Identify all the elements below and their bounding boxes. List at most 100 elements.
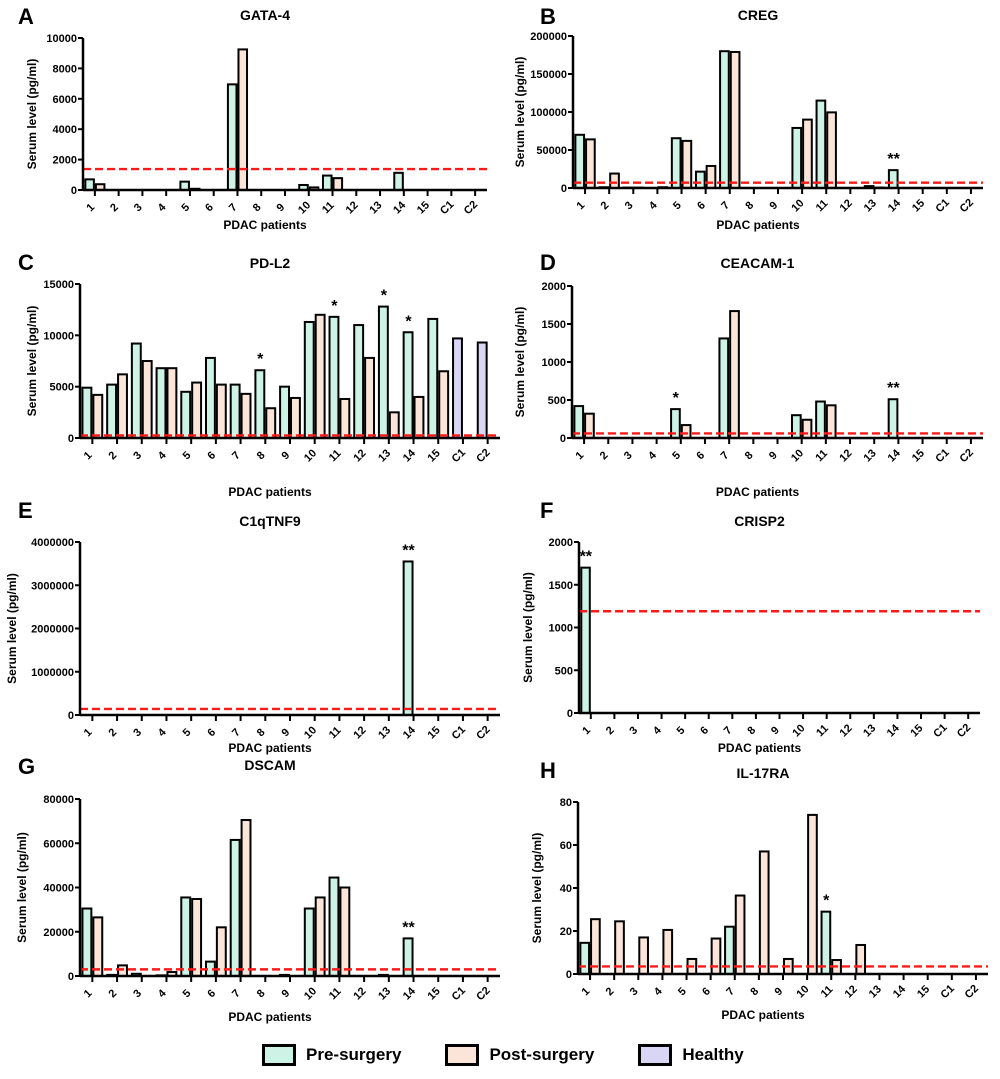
x-tick-label: 3 <box>628 985 641 998</box>
panel-h: H IL-17RA Serum level (pg/ml) PDAC patients… <box>500 740 1000 1030</box>
bar-post-surgery-11 <box>339 886 351 977</box>
x-axis-label: PDAC patients <box>223 218 307 232</box>
x-tick-label: 13 <box>376 985 393 1002</box>
x-tick-label: 10 <box>302 447 319 464</box>
bar-pre-surgery-7 <box>229 383 241 439</box>
x-tick-label: 1 <box>82 449 95 462</box>
x-tick-label: 1 <box>574 449 587 462</box>
x-tick-label: 4 <box>652 985 665 998</box>
x-tick-label: 9 <box>279 449 292 462</box>
y-tick-label: 150000 <box>530 69 567 81</box>
x-tick-label: 3 <box>131 987 144 1000</box>
x-tick-label: 2 <box>599 199 612 212</box>
x-tick-label: 2 <box>604 724 617 737</box>
chart-title: GATA-4 <box>240 7 290 23</box>
significance-marker: * <box>331 298 338 315</box>
x-tick-label: 11 <box>814 198 831 215</box>
x-tick-label: 3 <box>623 199 636 212</box>
x-tick-label: 7 <box>722 724 735 737</box>
x-tick-label: 13 <box>862 197 879 214</box>
bar-post-surgery-1 <box>92 916 104 977</box>
bar-post-surgery-1 <box>585 138 596 189</box>
bar-pre-surgery-10 <box>791 126 803 189</box>
x-tick-label: 14 <box>401 447 419 465</box>
x-tick-label: 1 <box>580 724 593 737</box>
y-axis-label: Serum level (pg/ml) <box>521 572 535 683</box>
x-tick-label: C1 <box>931 722 949 740</box>
y-tick-label: 40000 <box>43 883 74 895</box>
bar-post-surgery-11 <box>332 177 344 191</box>
bar-pre-surgery-5 <box>180 896 192 977</box>
x-tick-label: C1 <box>938 983 956 1001</box>
y-tick-label: 20000 <box>43 927 74 939</box>
x-tick-label: 7 <box>719 449 732 462</box>
y-tick-label: 60000 <box>43 838 74 850</box>
x-tick-label: 8 <box>745 724 758 737</box>
chart-il-17ra: H IL-17RA Serum level (pg/ml) PDAC patients… <box>530 758 988 1022</box>
bar-pre-surgery-10 <box>303 320 315 439</box>
bar-post-surgery-4 <box>166 367 178 439</box>
x-tick-label: 15 <box>415 199 432 216</box>
bar-pre-surgery-13 <box>377 305 389 439</box>
legend-item-healthy: Healthy <box>638 1044 744 1066</box>
x-tick-label: 5 <box>181 726 194 739</box>
bar-pre-surgery-14 <box>887 398 899 440</box>
x-tick-label: 15 <box>426 724 443 741</box>
x-tick-label: C2 <box>958 197 976 215</box>
bar-pre-surgery-1 <box>579 941 591 975</box>
bar-post-surgery-15 <box>438 370 450 439</box>
x-tick-label: C1 <box>450 985 468 1003</box>
x-tick-label: 15 <box>426 985 443 1002</box>
legend-label: Post-surgery <box>489 1045 595 1064</box>
bar-pre-surgery-11 <box>328 315 340 439</box>
bar-pre-surgery-11 <box>820 910 832 975</box>
x-tick-label: 3 <box>622 449 635 462</box>
bar-post-surgery-10 <box>314 313 326 439</box>
y-axis-label: Serum level (pg/ml) <box>5 573 19 684</box>
y-axis-label: Serum level (pg/ml) <box>513 57 527 168</box>
bar-post-surgery-6 <box>215 383 227 439</box>
significance-marker: * <box>257 351 264 368</box>
x-tick-label: 4 <box>156 987 169 1000</box>
y-tick-label: 1000 <box>542 357 566 369</box>
x-tick-label: C2 <box>958 447 976 465</box>
y-tick-label: 2000 <box>53 155 77 167</box>
panel-letter: E <box>18 498 33 523</box>
y-tick-label: 200000 <box>530 31 567 43</box>
x-tick-label: 11 <box>814 723 831 740</box>
x-tick-label: 9 <box>772 985 785 998</box>
x-tick-label: 7 <box>724 985 737 998</box>
panel-f: F CRISP2 Serum level (pg/ml) PDAC patients 1… <box>500 490 1000 755</box>
x-tick-label: 14 <box>891 983 909 1001</box>
bar-post-surgery-7 <box>729 50 741 189</box>
bar-pre-surgery-1 <box>84 178 95 192</box>
bar-pre-surgery-10 <box>303 907 315 977</box>
y-tick-label: 40 <box>560 883 572 895</box>
significance-marker: ** <box>402 919 415 936</box>
y-tick-label: 0 <box>68 433 74 445</box>
x-tick-label: 6 <box>700 985 713 998</box>
x-tick-label: 9 <box>769 724 782 737</box>
y-tick-label: 8000 <box>53 63 77 75</box>
x-tick-label: 3 <box>132 201 145 214</box>
x-tick-label: 13 <box>376 447 393 464</box>
y-tick-label: 500 <box>555 665 573 677</box>
significance-marker: * <box>381 288 388 305</box>
x-tick-label: 12 <box>838 197 855 214</box>
y-axis-label: Serum level (pg/ml) <box>25 306 39 417</box>
y-tick-label: 0 <box>566 969 572 981</box>
bar-pre-surgery-5 <box>179 180 190 191</box>
x-tick-label: 10 <box>789 197 806 214</box>
chart-crisp2: F CRISP2 Serum level (pg/ml) PDAC patients 1… <box>521 498 980 755</box>
bar-post-surgery-10 <box>807 813 818 976</box>
x-tick-label: 14 <box>391 199 409 217</box>
bar-pre-surgery-7 <box>719 50 730 190</box>
bar-post-surgery-10 <box>801 418 813 439</box>
significance-marker: * <box>405 313 412 330</box>
y-axis-label: Serum level (pg/ml) <box>530 833 544 944</box>
x-tick-label: 11 <box>819 984 836 1001</box>
bar-post-surgery-11 <box>339 397 351 439</box>
y-tick-label: 1500 <box>542 319 566 331</box>
